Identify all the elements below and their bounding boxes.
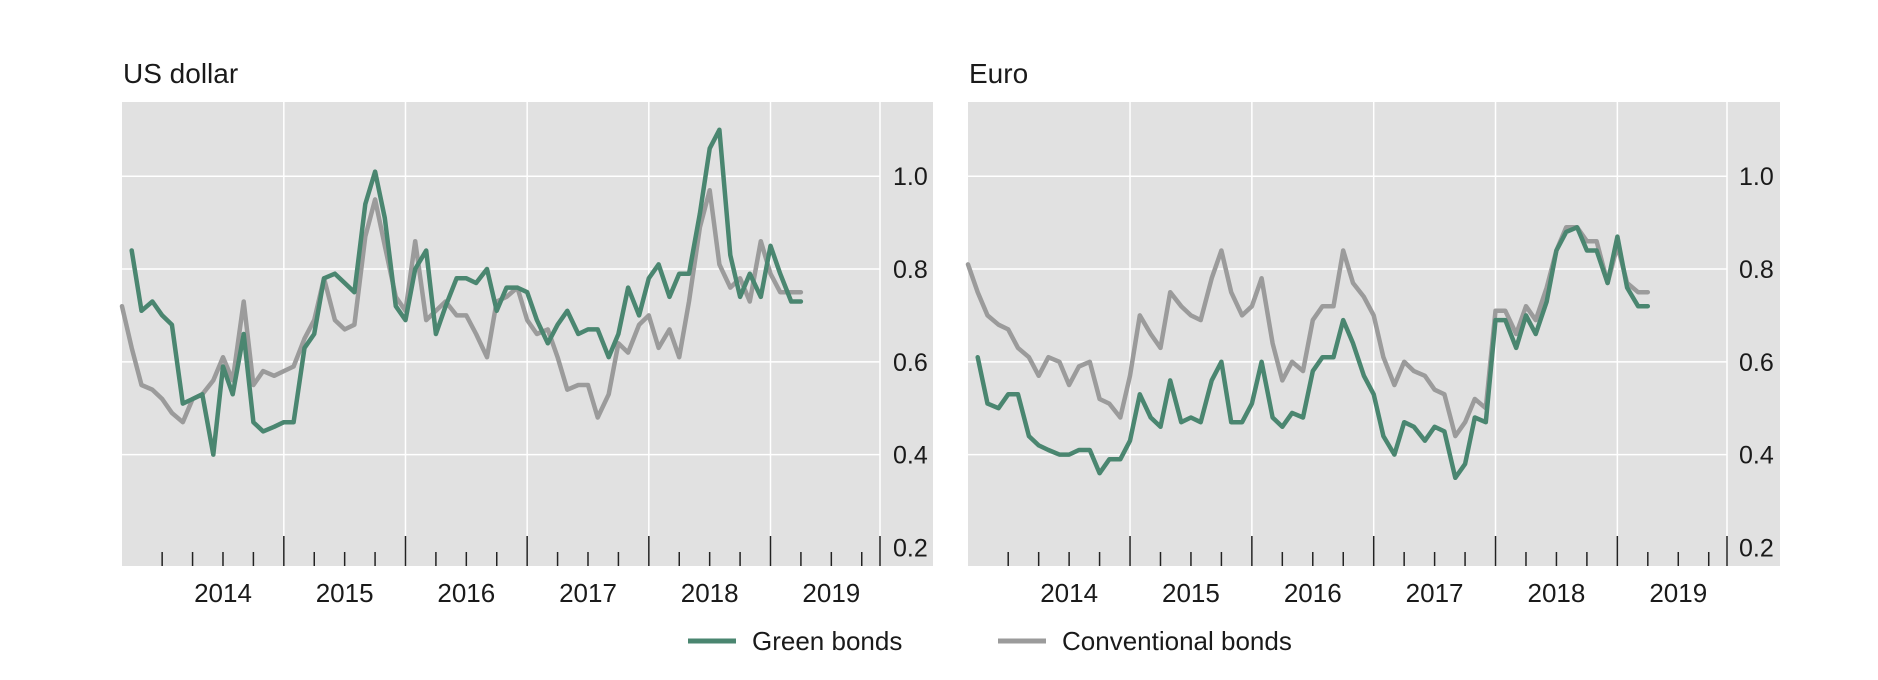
x-tick-label: 2019 <box>802 578 860 608</box>
y-tick-label: 0.2 <box>893 534 928 562</box>
y-tick-label: 1.0 <box>893 163 928 191</box>
x-tick-label: 2017 <box>559 578 617 608</box>
legend: Green bonds Conventional bonds <box>688 626 1292 656</box>
x-tick-label: 2014 <box>194 578 252 608</box>
y-tick-label: 0.2 <box>1739 534 1774 562</box>
y-tick-label: 1.0 <box>1739 163 1774 191</box>
x-tick-label: 2016 <box>437 578 495 608</box>
y-tick-label: 0.4 <box>893 442 928 470</box>
y-tick-label: 0.4 <box>1739 442 1774 470</box>
x-tick-label: 2014 <box>1040 578 1098 608</box>
panel-us-dollar: US dollar 2014 2015 2016 2017 2018 2019 0.2 0.4… <box>119 58 933 608</box>
x-tick-label: 2019 <box>1649 578 1707 608</box>
x-tick-label: 2015 <box>316 578 374 608</box>
legend-label-conventional-bonds: Conventional bonds <box>1062 626 1292 656</box>
x-tick-label: 2018 <box>1528 578 1586 608</box>
legend-label-green-bonds: Green bonds <box>752 626 902 656</box>
x-tick-label: 2017 <box>1406 578 1464 608</box>
y-tick-label: 0.8 <box>893 256 928 284</box>
series-line-green-bonds-euro <box>975 225 1651 481</box>
x-tick-label: 2016 <box>1284 578 1342 608</box>
panel-title-euro: Euro <box>969 58 1028 89</box>
panel-euro: Euro 2014 2015 2016 2017 2018 2019 0.2 0.4 0.6 0.… <box>965 58 1780 608</box>
y-tick-label: 0.6 <box>893 349 928 377</box>
series-line-conventional-bonds-us-dollar <box>119 187 804 425</box>
x-tick-label: 2015 <box>1162 578 1220 608</box>
x-tick-label: 2018 <box>681 578 739 608</box>
panel-title-us-dollar: US dollar <box>123 58 238 89</box>
y-tick-label: 0.6 <box>1739 349 1774 377</box>
y-tick-label: 0.8 <box>1739 256 1774 284</box>
series-line-conventional-bonds-euro <box>965 225 1651 439</box>
series-line-green-bonds-us-dollar <box>129 127 804 457</box>
